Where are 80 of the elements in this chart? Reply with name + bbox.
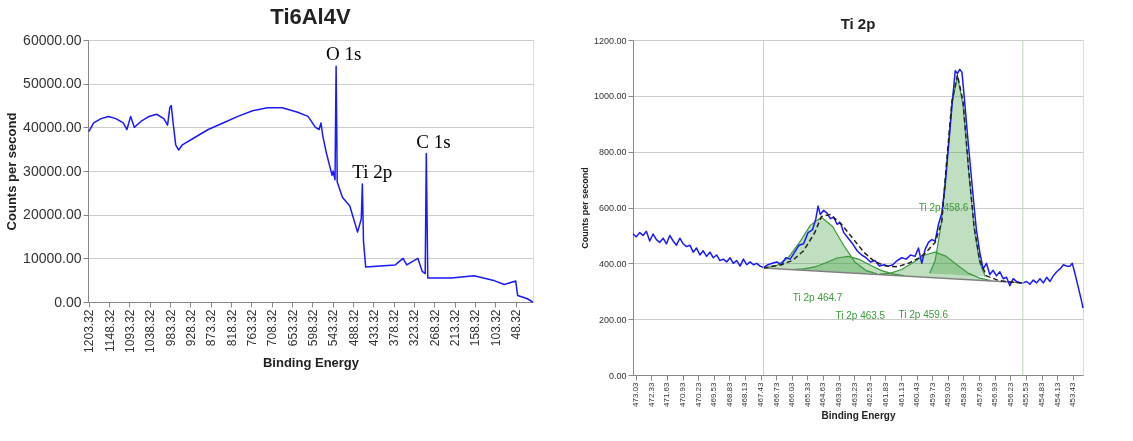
- y-tick-label: 1200.00: [593, 35, 627, 46]
- y-tick-label: 40000.00: [23, 118, 82, 135]
- x-tick-label: 983.32: [163, 309, 178, 347]
- x-tick-label: 818.32: [224, 309, 239, 347]
- x-tick-label: 469.53: [709, 381, 719, 407]
- x-tick-label: 543.32: [326, 309, 341, 347]
- annotation: Ti 2p 463.5: [835, 310, 886, 322]
- x-tick-label: 1148.32: [102, 309, 117, 352]
- annotation: C 1s: [416, 130, 451, 152]
- line-series: [632, 68, 1084, 309]
- y-tick-label: 30000.00: [23, 162, 82, 179]
- x-tick-label: 466.73: [771, 381, 781, 407]
- x-tick-label: 323.32: [407, 309, 422, 347]
- x-tick-label: 653.32: [285, 309, 300, 347]
- chart-title: Ti6Al4V: [270, 4, 351, 29]
- x-tick-label: 464.63: [818, 381, 828, 407]
- y-tick-label: 0.00: [608, 370, 627, 381]
- x-tick-label: 467.43: [756, 381, 766, 407]
- y-tick-label: 600.00: [598, 203, 627, 213]
- chart-title: Ti 2p: [840, 15, 876, 32]
- x-tick-label: 459.03: [943, 381, 953, 407]
- y-tick-label: 60000.00: [23, 31, 82, 48]
- x-tick-label: 454.13: [1052, 381, 1062, 407]
- x-tick-label: 468.83: [724, 381, 734, 407]
- x-axis-title: Binding Energy: [262, 354, 360, 370]
- x-axis-title: Binding Energy: [821, 409, 896, 421]
- x-tick-label: 213.32: [448, 309, 463, 347]
- x-tick-label: 873.32: [204, 309, 219, 347]
- x-tick-label: 433.32: [366, 309, 381, 347]
- x-tick-label: 466.03: [787, 381, 797, 407]
- annotation: O 1s: [326, 43, 362, 65]
- x-tick-label: 456.93: [990, 381, 1000, 407]
- x-tick-label: 458.33: [958, 381, 968, 407]
- x-tick-label: 928.32: [183, 309, 198, 347]
- annotation: Ti 2p 464.7: [792, 291, 843, 303]
- annotation: Ti 2p 459.6: [898, 308, 949, 320]
- x-tick-label: 456.23: [1005, 381, 1015, 407]
- x-tick-label: 471.63: [662, 381, 672, 407]
- x-tick-label: 473.03: [631, 381, 641, 407]
- x-tick-label: 462.53: [865, 381, 875, 407]
- line-series: [762, 74, 1024, 284]
- x-tick-label: 457.63: [974, 381, 984, 407]
- x-tick-label: 463.23: [849, 381, 859, 407]
- x-tick-label: 468.13: [740, 381, 750, 407]
- x-tick-label: 472.33: [646, 381, 656, 407]
- x-tick-label: 1038.32: [143, 309, 158, 353]
- y-tick-label: 0.00: [54, 293, 82, 310]
- x-tick-label: 378.32: [387, 309, 402, 347]
- y-tick-label: 800.00: [598, 147, 627, 158]
- x-tick-label: 103.32: [488, 309, 503, 347]
- x-tick-label: 488.32: [346, 309, 361, 347]
- x-tick-label: 455.53: [1021, 381, 1031, 407]
- annotation: Ti 2p: [352, 161, 393, 183]
- y-tick-label: 200.00: [598, 314, 627, 325]
- x-tick-label: 454.83: [1037, 381, 1047, 407]
- x-tick-label: 453.43: [1068, 381, 1078, 407]
- x-tick-label: 48.32: [509, 309, 524, 340]
- x-tick-label: 158.32: [468, 309, 483, 347]
- x-tick-label: 763.32: [244, 309, 259, 347]
- y-tick-label: 20000.00: [23, 206, 82, 223]
- x-tick-label: 470.93: [678, 381, 687, 407]
- annotation: Ti 2p 458.6: [918, 201, 969, 213]
- y-tick-label: 10000.00: [23, 249, 82, 266]
- x-tick-label: 465.33: [802, 381, 812, 407]
- y-axis-title: Counts per second: [579, 167, 590, 249]
- x-tick-label: 1203.32: [82, 309, 97, 353]
- x-tick-label: 708.32: [265, 309, 280, 347]
- x-tick-label: 461.83: [880, 381, 890, 407]
- y-tick-label: 50000.00: [23, 75, 82, 92]
- x-tick-label: 598.32: [305, 309, 320, 347]
- x-tick-label: 1093.32: [122, 309, 137, 353]
- y-tick-label: 400.00: [598, 258, 627, 269]
- x-tick-label: 268.32: [427, 309, 442, 347]
- y-tick-label: 1000.00: [593, 91, 627, 102]
- x-tick-label: 459.73: [927, 381, 937, 407]
- x-tick-label: 461.13: [896, 381, 906, 407]
- x-tick-label: 470.23: [693, 381, 703, 407]
- y-axis-title: Counts per second: [4, 112, 20, 231]
- x-tick-label: 460.43: [912, 381, 922, 407]
- x-tick-label: 463.93: [834, 381, 844, 407]
